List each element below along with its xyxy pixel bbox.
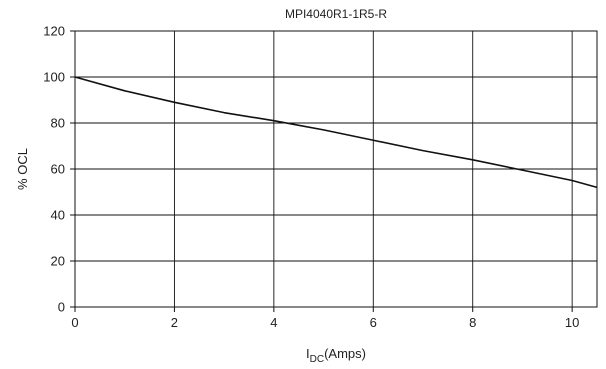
chart-title: MPI4040R1-1R5-R [285,7,387,21]
y-tick-label: 0 [58,300,65,315]
series-layer [74,76,598,189]
y-tick-label: 120 [43,24,65,39]
x-tick-label: 0 [71,315,78,330]
y-tick-label: 60 [51,162,65,177]
y-tick-label: 100 [43,70,65,85]
x-tick-label: 6 [370,315,377,330]
y-tick-label: 80 [51,116,65,131]
x-tick-label: 10 [565,315,579,330]
x-axis-label-tail: (Amps) [324,346,366,361]
x-tick-label: 4 [270,315,277,330]
x-axis-label-subscript: DC [310,354,324,365]
x-tick-label: 2 [171,315,178,330]
x-axis-label-main: I [306,346,310,361]
y-tick-label: 40 [51,208,65,223]
y-tick-label: 20 [51,254,65,269]
x-axis-label: IDC(Amps) [306,346,366,365]
x-tick-label: 8 [469,315,476,330]
series-line-1 [74,76,598,189]
y-axis-label: % OCL [15,148,30,190]
